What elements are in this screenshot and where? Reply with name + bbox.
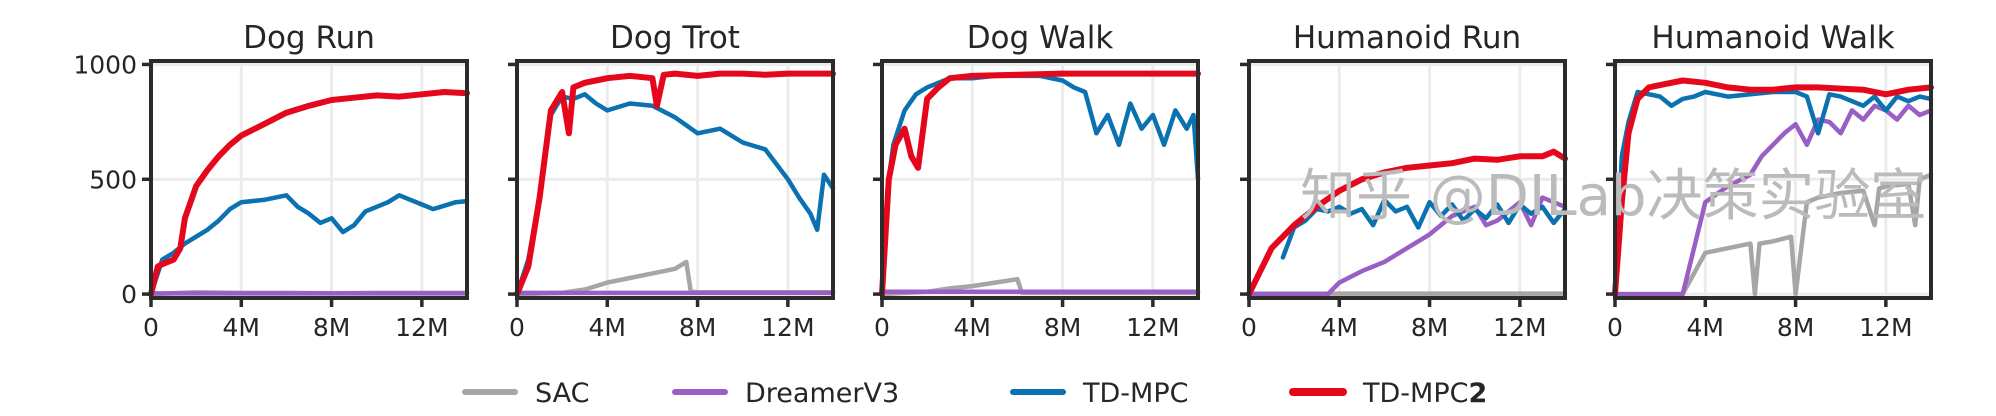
x-tick-label: 0 bbox=[874, 313, 890, 342]
legend-label: TD-MPC2 bbox=[1362, 378, 1487, 409]
legend-label: TD-MPC bbox=[1082, 378, 1188, 409]
subplot-title: Dog Run bbox=[243, 20, 375, 56]
legend-label-text: TD-MPC bbox=[1362, 378, 1468, 409]
x-tick-label: 4M bbox=[1321, 313, 1358, 342]
series-line-dreamerv3 bbox=[1612, 103, 1934, 297]
series-line-td-mpc2 bbox=[879, 70, 1201, 298]
watermark: 知乎 @DILab决策实验室 bbox=[1300, 164, 1927, 229]
x-tick-label: 12M bbox=[1493, 313, 1546, 342]
series-line-td-mpc2 bbox=[514, 70, 836, 298]
subplot-title: Dog Walk bbox=[967, 20, 1114, 56]
subplot-dog-run: 0 4M 8M 12M 0 500 1000 Dog Run bbox=[73, 20, 470, 342]
x-tick-label: 8M bbox=[1044, 313, 1081, 342]
series-line-td-mpc bbox=[879, 73, 1201, 297]
legend: SAC DreamerV3 TD-MPC TD-MPC2 bbox=[462, 378, 1487, 409]
legend-label: SAC bbox=[535, 378, 590, 409]
legend-label: DreamerV3 bbox=[745, 378, 899, 409]
x-tick-label: 4M bbox=[589, 313, 626, 342]
series-line-td-mpc2 bbox=[148, 89, 470, 298]
subplot-dog-walk: 0 4M 8M 12M Dog Walk bbox=[873, 20, 1201, 342]
legend-label-suffix: 2 bbox=[1468, 378, 1487, 409]
x-tick-label: 0 bbox=[509, 313, 525, 342]
x-tick-label: 4M bbox=[223, 313, 260, 342]
series-line-sac bbox=[514, 259, 836, 297]
series-line-dreamerv3 bbox=[1246, 195, 1568, 297]
x-tick-label: 12M bbox=[395, 313, 448, 342]
x-tick-label: 8M bbox=[1777, 313, 1814, 342]
series-line-sac bbox=[1612, 172, 1934, 297]
subplot-humanoid-walk: 0 4M 8M 12M Humanoid Walk bbox=[1606, 20, 1934, 342]
x-tick-label: 12M bbox=[761, 313, 814, 342]
x-tick-label: 4M bbox=[1687, 313, 1724, 342]
series-line-td-mpc2 bbox=[1612, 77, 1934, 298]
subplot-title: Humanoid Walk bbox=[1651, 20, 1894, 56]
y-tick-label: 1000 bbox=[73, 50, 137, 79]
legend-label-text: DreamerV3 bbox=[745, 378, 899, 409]
subplot-humanoid-run: 0 4M 8M 12M Humanoid Run bbox=[1240, 20, 1568, 342]
series-line-td-mpc2 bbox=[1246, 148, 1568, 298]
series-line-td-mpc bbox=[1280, 197, 1568, 260]
x-tick-label: 0 bbox=[1607, 313, 1623, 342]
subplot-dog-trot: 0 4M 8M 12M Dog Trot bbox=[508, 20, 836, 342]
y-tick-label: 0 bbox=[121, 280, 137, 309]
x-tick-label: 8M bbox=[1411, 313, 1448, 342]
x-tick-label: 4M bbox=[954, 313, 991, 342]
y-tick-label: 500 bbox=[89, 165, 137, 194]
series-line-td-mpc bbox=[148, 193, 470, 297]
legend-label-text: TD-MPC bbox=[1082, 378, 1188, 409]
subplot-title: Humanoid Run bbox=[1293, 20, 1521, 56]
x-tick-label: 12M bbox=[1126, 313, 1179, 342]
x-tick-label: 8M bbox=[679, 313, 716, 342]
x-tick-label: 8M bbox=[313, 313, 350, 342]
x-tick-label: 0 bbox=[1241, 313, 1257, 342]
x-tick-label: 12M bbox=[1859, 313, 1912, 342]
subplot-title: Dog Trot bbox=[610, 20, 740, 56]
x-tick-label: 0 bbox=[143, 313, 159, 342]
legend-label-text: SAC bbox=[535, 378, 590, 409]
